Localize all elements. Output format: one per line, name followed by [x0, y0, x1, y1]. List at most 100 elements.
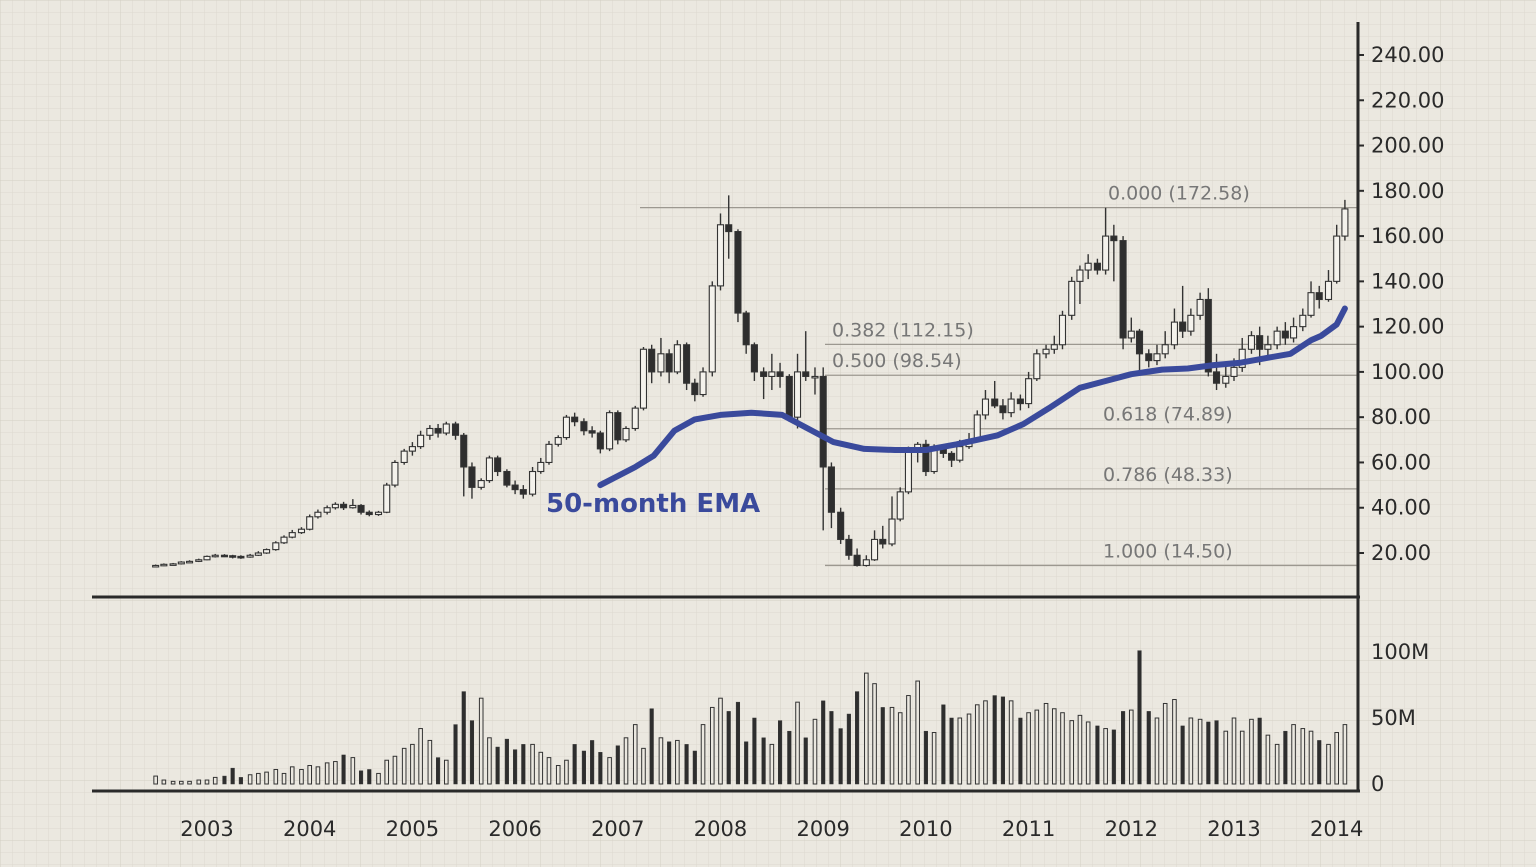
candle-body: [1058, 314, 1067, 346]
candle-body: [614, 412, 622, 441]
candle-body: [1281, 330, 1289, 339]
candle-body: [1290, 326, 1298, 339]
volume-bar: [350, 757, 356, 785]
volume-bar: [555, 765, 561, 785]
volume-bar: [598, 752, 603, 785]
volume-bar: [1137, 650, 1142, 785]
candle-body: [956, 446, 964, 461]
candle-body: [665, 353, 673, 373]
candle-body: [1068, 280, 1076, 316]
candle-body: [870, 538, 879, 561]
volume-bar: [1034, 709, 1040, 785]
volume-bar: [222, 775, 227, 785]
volume-bar: [812, 718, 818, 785]
ema-line: [597, 305, 1348, 489]
candle-body: [1033, 353, 1041, 380]
volume-bar: [1162, 702, 1168, 785]
volume-bar: [1069, 720, 1075, 785]
volume-bar: [1077, 714, 1083, 785]
candle-body: [1187, 314, 1195, 332]
candle-body: [571, 416, 579, 423]
candle-body: [254, 552, 262, 556]
candle-body: [734, 231, 742, 314]
x-tick-label: 2007: [591, 817, 644, 841]
candle-body: [862, 559, 870, 566]
candle-body: [973, 414, 981, 441]
volume-bar: [795, 701, 800, 785]
candle-body: [1076, 269, 1084, 282]
candle-body: [237, 555, 245, 559]
x-tick-label: 2006: [488, 817, 541, 841]
candle-body: [562, 416, 571, 439]
volume-bar: [1317, 740, 1322, 785]
candle-body: [331, 503, 339, 509]
volume-bar: [572, 744, 577, 785]
candle-body: [827, 466, 835, 513]
candle-body: [580, 421, 588, 432]
y-tick-label: 200.00: [1371, 134, 1444, 158]
volume-bar: [504, 738, 509, 785]
volume-bar: [333, 761, 338, 785]
volume-bar: [709, 706, 715, 785]
x-tick-label: 2003: [180, 817, 233, 841]
candle-body: [263, 549, 271, 554]
volume-bar: [1111, 729, 1116, 785]
candle-body: [606, 412, 614, 450]
volume-bar: [632, 724, 638, 785]
volume-bar: [1103, 728, 1108, 785]
candle-body: [529, 470, 537, 495]
volume-bar: [478, 697, 484, 785]
candle-body: [1161, 344, 1169, 355]
candle-body: [426, 427, 434, 436]
volume-bar: [769, 743, 775, 785]
volume-bar: [384, 759, 390, 785]
y-tick-label: 160.00: [1371, 224, 1444, 248]
candle-body: [408, 446, 416, 452]
volume-tick-label: 100M: [1371, 640, 1429, 664]
volume-bar: [1326, 743, 1331, 785]
volume-bar: [367, 769, 372, 785]
candle-body: [845, 538, 853, 556]
candle-body: [981, 398, 990, 416]
price-axis-labels: 240.00 220.00 200.00 180.00 160.00 140.00 120.…: [1358, 43, 1444, 565]
volume-bar: [855, 691, 860, 785]
y-tick-label: 240.00: [1371, 43, 1444, 67]
volume-bar: [684, 744, 689, 785]
volume-bar: [992, 695, 997, 785]
candle-body: [1119, 240, 1127, 339]
candle-body: [1212, 371, 1221, 384]
x-axis-labels: 2003 2004 2005 2006 2007 2008 2009 2010 2011 2012…: [180, 817, 1363, 841]
volume-bar: [915, 680, 920, 785]
candle-body: [288, 532, 296, 538]
volume-bar: [453, 724, 458, 785]
volume-bar: [1197, 718, 1203, 785]
y-tick-label: 100.00: [1371, 360, 1444, 384]
volume-bar: [153, 775, 158, 785]
candle-body: [477, 480, 485, 488]
fib-label: 1.000 (14.50): [1103, 540, 1233, 562]
candle-body: [596, 432, 604, 450]
candle-body: [673, 344, 681, 373]
volume-bar: [700, 724, 706, 785]
candle-body: [220, 554, 229, 558]
volume-bar: [461, 691, 466, 785]
volume-bar: [230, 767, 235, 785]
candle-body: [177, 561, 185, 565]
volume-bar: [1000, 696, 1005, 785]
volume-bar: [256, 772, 261, 785]
volume-bar: [418, 728, 423, 785]
candle-body: [229, 555, 237, 558]
volume-bar: [521, 744, 526, 785]
candle-body: [1093, 262, 1101, 271]
volume-bar: [1095, 725, 1100, 785]
candle-body: [657, 353, 665, 373]
candle-body: [648, 348, 656, 373]
volume-bar: [872, 683, 877, 785]
volume-bar: [410, 743, 415, 785]
candle-body: [1025, 378, 1033, 405]
candle-body: [1324, 280, 1333, 301]
volume-bar: [264, 771, 269, 785]
volume-bar: [196, 779, 202, 785]
candle-body: [691, 382, 699, 396]
